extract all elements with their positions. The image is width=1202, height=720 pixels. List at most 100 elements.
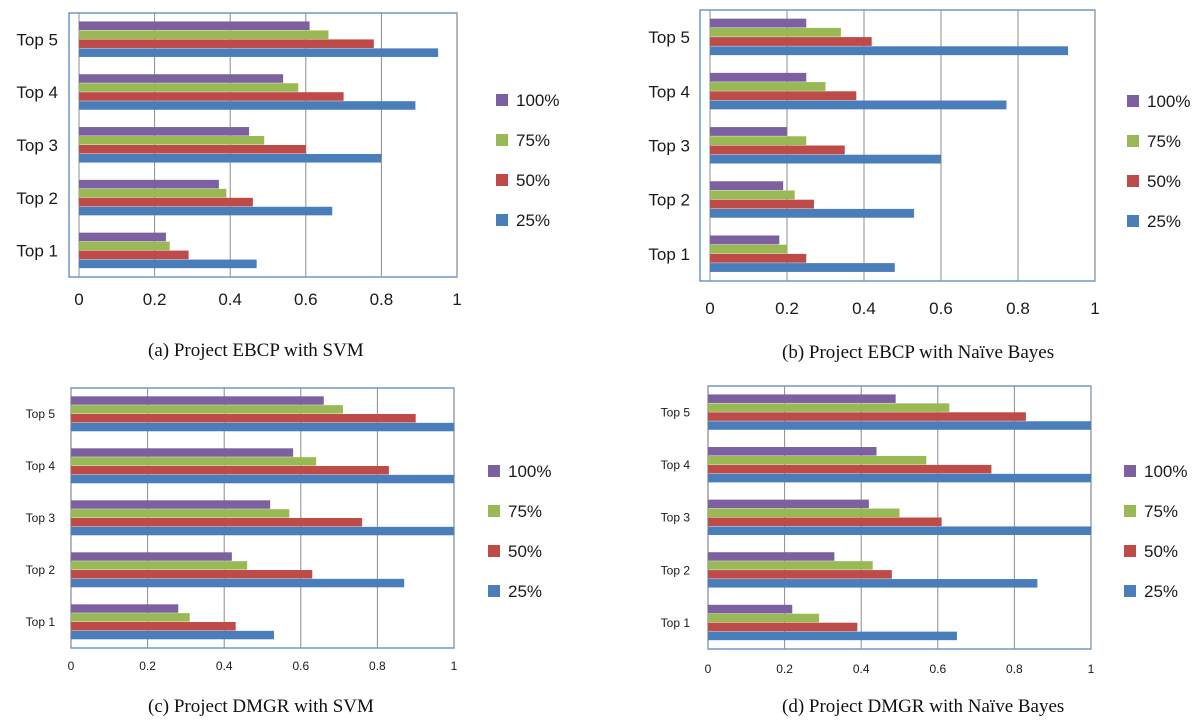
bar-top4-100pct (71, 448, 294, 457)
legend-swatch (1127, 175, 1139, 187)
category-label: Top 2 (661, 563, 691, 577)
x-tick-label: 0.8 (1006, 662, 1023, 676)
bar-top2-100pct (71, 552, 232, 561)
x-tick-label: 0.4 (853, 662, 870, 676)
bar-top3-50pct (708, 517, 942, 527)
bar-top2-75pct (710, 190, 795, 200)
bar-top2-75pct (708, 561, 873, 570)
bar-top1-75pct (708, 613, 820, 623)
legend-label: 25% (508, 582, 542, 601)
bar-top5-100pct (708, 394, 896, 403)
bar-top1-25pct (708, 631, 957, 641)
bar-top4-75pct (79, 83, 299, 92)
x-tick-label: 1 (451, 659, 458, 673)
legend-swatch (1124, 545, 1136, 557)
category-label: Top 2 (648, 191, 690, 210)
bar-top2-50pct (708, 570, 892, 579)
category-label: Top 5 (16, 30, 58, 49)
bar-top4-25pct (710, 100, 1007, 110)
legend-label: 50% (516, 171, 550, 190)
x-tick-label: 0.2 (775, 299, 799, 318)
legend-swatch (488, 465, 500, 477)
category-label: Top 1 (648, 245, 690, 264)
bar-top5-25pct (708, 421, 1091, 430)
bar-top3-75pct (71, 509, 290, 518)
category-label: Top 3 (16, 136, 58, 155)
bar-top1-25pct (79, 259, 257, 269)
bar-top5-75pct (708, 403, 950, 412)
bar-top2-75pct (79, 188, 227, 198)
bar-top5-75pct (710, 27, 841, 37)
bar-top2-100pct (708, 552, 835, 561)
category-label: Top 1 (26, 615, 56, 629)
legend-label: 50% (508, 542, 542, 561)
legend-label: 25% (516, 211, 550, 230)
bar-top5-100pct (79, 21, 310, 31)
chart-panel-b: 0 0.2 0.4 0.6 0.8 1 Top 1 Top 2 Top 3 Top 4 Top 5 1… (648, 9, 1190, 318)
bar-top3-75pct (710, 136, 807, 146)
bar-top2-25pct (710, 208, 915, 218)
bar-top3-25pct (79, 153, 382, 163)
bar-top4-100pct (79, 74, 284, 83)
x-tick-label: 0.8 (1006, 299, 1030, 318)
bar-top4-25pct (708, 473, 1091, 483)
x-tick-label: 0.6 (292, 659, 309, 673)
bar-top1-75pct (79, 241, 170, 251)
bar-top1-25pct (71, 630, 274, 640)
x-tick-label: 0.6 (929, 662, 946, 676)
bar-top2-25pct (71, 578, 405, 588)
category-label: Top 2 (26, 563, 56, 577)
caption-c: (c) Project DMGR with SVM (148, 696, 374, 717)
bar-top5-100pct (71, 396, 324, 405)
bar-top4-50pct (79, 92, 344, 101)
legend-label: 50% (1147, 172, 1181, 191)
caption-b: (b) Project EBCP with Naïve Bayes (782, 342, 1054, 363)
legend-swatch (488, 545, 500, 557)
bar-top5-75pct (71, 405, 343, 414)
x-tick-label: 0 (74, 290, 83, 309)
bar-top4-100pct (710, 72, 807, 82)
bar-top2-50pct (710, 199, 814, 209)
x-tick-label: 0 (705, 299, 714, 318)
x-tick-label: 0.2 (143, 290, 167, 309)
bar-top5-25pct (710, 46, 1069, 56)
bar-top3-100pct (710, 127, 787, 136)
x-tick-label: 1 (1090, 299, 1099, 318)
x-tick-label: 1 (1088, 662, 1095, 676)
legend-swatch (496, 94, 508, 106)
legend-label: 25% (1144, 582, 1178, 601)
bar-top1-50pct (71, 622, 236, 631)
category-label: Top 3 (26, 511, 56, 525)
legend-label: 75% (1144, 502, 1178, 521)
legend-label: 100% (508, 462, 551, 481)
bar-top5-50pct (710, 37, 872, 46)
category-label: Top 4 (16, 83, 58, 102)
bar-top5-25pct (71, 422, 454, 432)
category-label: Top 4 (648, 82, 690, 101)
bar-top1-50pct (79, 250, 189, 260)
bar-top4-75pct (710, 82, 826, 91)
category-label: Top 4 (26, 459, 56, 473)
bar-top4-75pct (708, 455, 927, 465)
bar-top2-25pct (79, 206, 333, 216)
chart-panel-c: 0 0.2 0.4 0.6 0.8 1 Top 1 Top 2 Top 3 Top 4 Top 5 1… (26, 387, 551, 673)
bar-top1-75pct (710, 244, 787, 254)
legend-label: 100% (1144, 462, 1187, 481)
x-tick-label: 0.2 (139, 659, 156, 673)
legend-label: 100% (1147, 92, 1190, 111)
bar-top2-50pct (71, 570, 313, 579)
bar-top3-100pct (708, 499, 869, 509)
bar-top3-75pct (79, 136, 265, 145)
bar-top5-50pct (708, 412, 1026, 421)
bar-top1-25pct (710, 263, 895, 272)
x-tick-label: 0 (705, 662, 712, 676)
bar-top2-25pct (708, 579, 1038, 588)
bar-top2-100pct (79, 179, 219, 189)
bar-top5-75pct (79, 30, 329, 39)
bar-top1-100pct (71, 604, 179, 613)
category-label: Top 1 (661, 616, 691, 630)
legend-swatch (1127, 135, 1139, 147)
x-tick-label: 0 (68, 659, 75, 673)
bar-top3-100pct (79, 127, 250, 136)
